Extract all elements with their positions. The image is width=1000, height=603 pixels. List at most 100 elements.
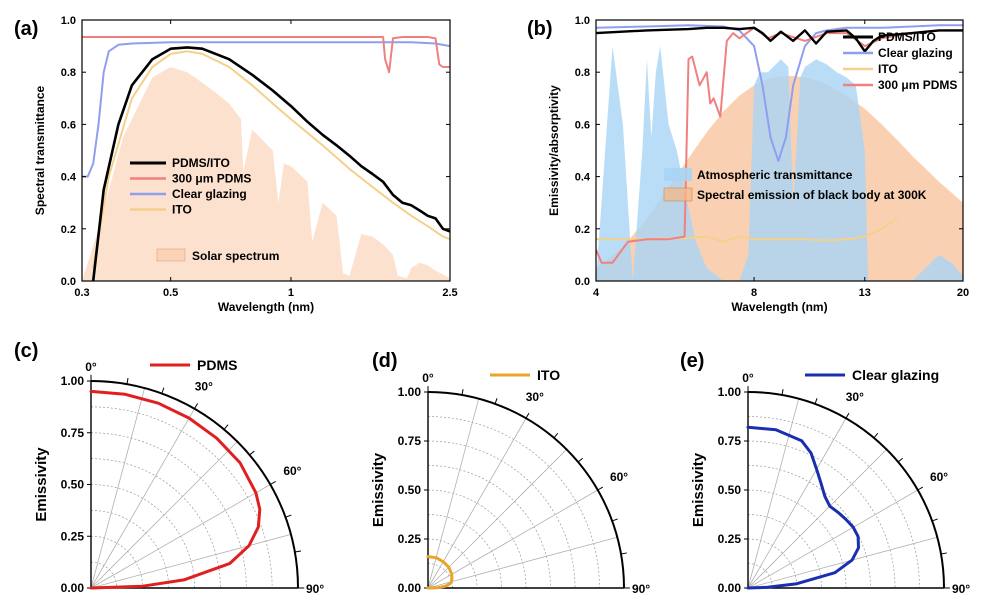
polar-r-tick-label: 0.75 <box>718 434 742 448</box>
polar-y-axis-title: Emissivity <box>690 452 707 527</box>
polar-angle-tick <box>932 518 938 522</box>
polar-r-tick-label: 0.50 <box>398 483 422 497</box>
series-line-pdms-ito <box>91 46 450 281</box>
polar-r-tick-label: 0.00 <box>398 581 422 595</box>
polar-angle-tick <box>249 450 255 456</box>
polar-angle-tick <box>461 389 464 396</box>
polar-grid-ray <box>427 489 598 589</box>
panel-b: 4 8 13 20 0.0 0.2 0.4 0.6 0.8 1.0 Wavelength (nm) E… <box>527 15 969 314</box>
series-line-clear-glazing <box>596 24 963 162</box>
panel-label: (b) <box>527 18 553 40</box>
y-tick-label: 0.0 <box>575 276 590 288</box>
polar-outer-arc <box>427 391 625 589</box>
series-line-ito <box>92 50 450 269</box>
panel-label: (d) <box>372 350 398 372</box>
polar-angle-tick <box>612 518 618 522</box>
panel-a: 0.3 0.5 1 2.5 0.0 0.2 0.4 0.6 0.8 1.0 Wavelength (… <box>14 15 458 314</box>
polar-angle-tick <box>940 552 947 555</box>
y-tick-label: 0.0 <box>61 276 76 288</box>
panel-label: (e) <box>680 350 704 372</box>
y-tick-label: 0.2 <box>575 224 590 236</box>
y-tick-label: 0.2 <box>61 224 76 236</box>
legend-swatch-solar <box>156 248 186 262</box>
y-tick-label: 0.6 <box>61 119 76 131</box>
axes-frame <box>81 19 451 282</box>
x-axis-title: Wavelength (nm) <box>218 300 314 314</box>
polar-grid-ray <box>427 418 527 589</box>
legend-swatch-atmos <box>664 168 692 181</box>
x-tick-label: 2.5 <box>442 287 457 299</box>
polar-angle-tick <box>814 398 818 404</box>
x-tick-label: 20 <box>957 287 969 299</box>
legend-label-atmos: Atmospheric transmittance <box>697 168 853 182</box>
x-tick-label: 0.5 <box>163 287 178 299</box>
y-tick-label: 0.4 <box>61 172 77 184</box>
legend-label: PDMS/ITO <box>172 156 230 170</box>
polar-grid-arc <box>747 416 920 589</box>
polar-angle-label: 60° <box>610 470 628 484</box>
polar-grid-ray <box>90 484 271 589</box>
polar-outer-arc <box>90 380 299 589</box>
polar-angle-tick <box>161 387 165 394</box>
x-tick-label: 8 <box>751 287 757 299</box>
polar-grid-ray <box>90 387 145 589</box>
polar-legend-label: ITO <box>537 367 560 383</box>
polar-angle-label: 30° <box>195 380 213 394</box>
polar-grid-ray <box>747 489 918 589</box>
polar-grid-arc <box>747 538 798 589</box>
polar-angle-tick <box>223 424 229 430</box>
legend-label: ITO <box>878 62 898 76</box>
polar-angle-label: 90° <box>952 582 970 596</box>
solar-spectrum-area <box>82 67 450 281</box>
panel-e: 0.00 0.25 0.50 0.75 1.000° 30° 60° 90° Emissivit… <box>680 350 970 596</box>
polar-angle-tick <box>781 389 784 396</box>
polar-angle-label: 60° <box>930 470 948 484</box>
polar-angle-tick <box>873 433 879 439</box>
polar-grid-ray <box>427 398 480 589</box>
polar-angle-label: 0° <box>85 360 97 374</box>
polar-grid-ray <box>747 536 938 589</box>
series-line-clear-glazing <box>82 41 450 178</box>
y-axis-title: Spectral transmittance <box>33 85 47 215</box>
polar-angle-tick <box>917 486 924 491</box>
polar-angle-tick <box>285 514 292 518</box>
polar-curve <box>746 425 860 590</box>
axes-frame <box>595 19 964 282</box>
polar-r-tick-label: 0.50 <box>718 483 742 497</box>
polar-r-tick-label: 0.25 <box>718 532 742 546</box>
legend-label: ITO <box>172 203 192 217</box>
polar-r-tick-label: 0.25 <box>61 529 85 543</box>
polar-y-axis-title: Emissivity <box>370 452 387 527</box>
polar-curve <box>426 555 454 590</box>
polar-angle-label: 90° <box>306 582 324 596</box>
polar-legend-label: PDMS <box>197 357 237 373</box>
legend-label: 300 μm PDMS <box>878 78 957 92</box>
legend-label: Clear glazing <box>878 46 953 60</box>
polar-angle-tick <box>897 457 903 463</box>
legend-label: PDMS/ITO <box>878 30 936 44</box>
polar-angle-tick <box>525 412 530 419</box>
polar-angle-tick <box>845 412 850 419</box>
polar-grid-arc <box>427 416 600 589</box>
legend-label-blackbody: Spectral emission of black body at 300K <box>697 188 927 202</box>
y-tick-label: 0.8 <box>575 67 590 79</box>
polar-angle-label: 30° <box>846 390 864 404</box>
y-tick-label: 0.4 <box>575 172 591 184</box>
y-tick-label: 0.8 <box>61 67 76 79</box>
panel-label: (c) <box>14 340 38 362</box>
polar-r-tick-label: 0.00 <box>61 581 85 595</box>
polar-angle-tick <box>294 550 302 553</box>
polar-grid-ray <box>90 441 238 589</box>
polar-r-tick-label: 1.00 <box>718 385 742 399</box>
polar-grid-ray <box>427 449 567 589</box>
polar-angle-tick <box>194 403 199 409</box>
polar-grid-ray <box>747 449 887 589</box>
y-axis-title: Emissivity/absorptivity <box>547 85 561 216</box>
polar-r-tick-label: 0.50 <box>61 478 85 492</box>
polar-angle-tick <box>577 457 583 463</box>
y-tick-label: 1.0 <box>575 15 590 27</box>
y-tick-label: 1.0 <box>61 15 76 27</box>
polar-angle-label: 60° <box>283 464 301 478</box>
polar-angle-label: 0° <box>422 371 434 385</box>
